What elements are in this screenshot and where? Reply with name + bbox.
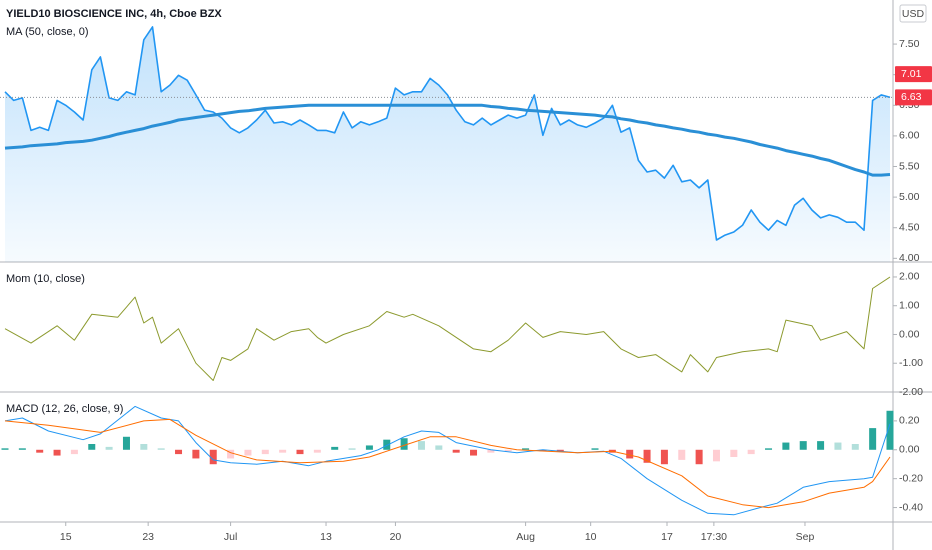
histogram-bar	[660, 449, 668, 465]
histogram-bar	[400, 438, 408, 450]
histogram-bar	[591, 448, 599, 450]
histogram-bar	[383, 439, 391, 450]
histogram-bar	[261, 449, 269, 455]
histogram-bar	[157, 448, 165, 450]
histogram-bar	[539, 449, 547, 452]
y-tick-label: -1.00	[899, 357, 923, 369]
histogram-bar	[244, 449, 252, 456]
histogram-bar	[348, 448, 356, 450]
histogram-bar	[817, 441, 825, 450]
chart-title: YIELD10 BIOSCIENCE INC, 4h, Cboe BZX	[6, 8, 222, 20]
histogram-bar	[504, 449, 512, 452]
histogram-bar	[869, 428, 877, 450]
x-tick-label: Jul	[224, 531, 237, 543]
histogram-bar	[279, 449, 287, 453]
x-tick-label: 10	[585, 531, 597, 543]
y-tick-label: -2.00	[899, 386, 923, 398]
x-tick-label: 13	[320, 531, 332, 543]
histogram-bar	[522, 448, 530, 450]
histogram-bar	[435, 445, 443, 450]
price-tag-label: 7.01	[901, 68, 922, 80]
histogram-bar	[140, 444, 148, 450]
x-tick-label: Sep	[796, 531, 815, 543]
y-tick-label: 7.50	[899, 38, 920, 50]
x-tick-label: 20	[390, 531, 402, 543]
y-tick-label: -0.20	[899, 472, 923, 484]
line	[4, 418, 891, 509]
line	[4, 405, 891, 516]
y-tick-label: 5.00	[899, 191, 920, 203]
line	[4, 103, 891, 177]
histogram-bar	[105, 446, 113, 450]
histogram-bar	[36, 449, 44, 453]
indicator-title: MACD (12, 26, close, 9)	[6, 403, 123, 415]
x-tick-label: Aug	[516, 531, 535, 543]
histogram-bar	[487, 449, 495, 453]
histogram-bar	[331, 446, 339, 450]
indicator-title: Mom (10, close)	[6, 273, 85, 285]
histogram-bar	[209, 449, 217, 465]
histogram-bar	[730, 449, 738, 457]
histogram-bar	[296, 449, 304, 455]
currency: USD	[902, 8, 925, 20]
histogram-bar	[70, 449, 78, 455]
y-tick-label: 2.00	[899, 271, 920, 283]
histogram-bar	[417, 441, 425, 450]
histogram-bar	[643, 449, 651, 463]
histogram-bar	[695, 449, 703, 465]
histogram-bar	[53, 449, 61, 456]
histogram-bar	[227, 449, 235, 459]
y-tick-label: -0.40	[899, 501, 923, 513]
currency-box[interactable]	[899, 4, 927, 23]
histogram-bar	[452, 449, 460, 453]
y-tick-label: 6.00	[899, 130, 920, 142]
histogram-bar	[834, 442, 842, 450]
histogram-bar	[470, 449, 478, 456]
histogram-bar	[556, 449, 564, 452]
y-tick-label: 0.00	[899, 328, 920, 340]
histogram-bar	[88, 444, 96, 450]
histogram-bar	[782, 442, 790, 450]
histogram-bar	[313, 449, 321, 453]
histogram-bar	[365, 445, 373, 450]
histogram-bar	[122, 436, 130, 450]
x-tick-label: 15	[60, 531, 72, 543]
indicator-title: MA (50, close, 0)	[6, 26, 89, 38]
histogram-bar	[712, 449, 720, 462]
histogram-bar	[799, 441, 807, 450]
y-tick-label: 4.50	[899, 222, 920, 234]
histogram-bar	[765, 448, 773, 450]
histogram-bar	[886, 410, 894, 450]
y-tick-label: 4.00	[899, 252, 920, 264]
y-tick-label: 0.00	[899, 444, 920, 456]
line	[4, 276, 891, 381]
histogram-bar	[192, 449, 200, 459]
y-tick-label: 0.20	[899, 415, 920, 427]
price-tag	[895, 89, 932, 106]
area	[5, 26, 890, 263]
histogram-bar	[851, 444, 859, 450]
x-tick-label: 17	[661, 531, 673, 543]
histogram-bar	[175, 449, 183, 455]
x-tick-label: 17:30	[701, 531, 727, 543]
line	[4, 26, 891, 241]
histogram-bar	[678, 449, 686, 460]
histogram-bar	[626, 449, 634, 459]
histogram-bar	[18, 448, 26, 450]
price-tag-label: 6.63	[901, 91, 922, 103]
y-tick-label: 1.00	[899, 299, 920, 311]
histogram-bar	[747, 449, 755, 455]
y-tick-label: 5.50	[899, 160, 920, 172]
price-tag	[895, 66, 932, 83]
histogram-bar	[1, 448, 9, 450]
x-tick-label: 23	[142, 531, 154, 543]
